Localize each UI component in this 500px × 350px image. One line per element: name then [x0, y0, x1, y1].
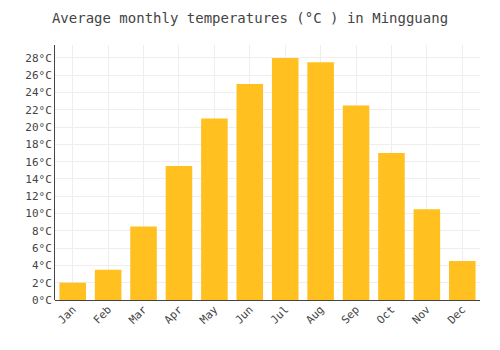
- svg-text:Sep: Sep: [339, 303, 362, 326]
- svg-text:0°C: 0°C: [32, 294, 52, 307]
- svg-text:26°C: 26°C: [25, 69, 52, 82]
- svg-text:14°C: 14°C: [25, 173, 52, 186]
- svg-text:Aug: Aug: [303, 303, 326, 326]
- svg-text:12°C: 12°C: [25, 190, 52, 203]
- svg-text:16°C: 16°C: [25, 156, 52, 169]
- svg-text:Jun: Jun: [233, 303, 256, 326]
- svg-text:Jan: Jan: [55, 303, 78, 326]
- svg-text:Nov: Nov: [410, 303, 434, 327]
- svg-text:Jul: Jul: [268, 303, 291, 326]
- svg-text:4°C: 4°C: [32, 259, 52, 272]
- svg-text:May: May: [197, 303, 221, 327]
- svg-text:24°C: 24°C: [25, 86, 52, 99]
- svg-text:8°C: 8°C: [32, 225, 52, 238]
- svg-text:10°C: 10°C: [25, 207, 52, 220]
- svg-text:22°C: 22°C: [25, 104, 52, 117]
- svg-text:Dec: Dec: [445, 303, 468, 326]
- svg-text:20°C: 20°C: [25, 121, 52, 134]
- svg-text:28°C: 28°C: [25, 52, 52, 65]
- svg-text:Oct: Oct: [374, 303, 397, 326]
- svg-text:2°C: 2°C: [32, 277, 52, 290]
- svg-text:6°C: 6°C: [32, 242, 52, 255]
- svg-text:Feb: Feb: [91, 303, 114, 326]
- svg-text:Mar: Mar: [126, 303, 150, 327]
- svg-text:Apr: Apr: [162, 303, 186, 327]
- svg-text:18°C: 18°C: [25, 138, 52, 151]
- svg-text:Average monthly temperatures (: Average monthly temperatures (°C ) in Mi…: [52, 10, 448, 26]
